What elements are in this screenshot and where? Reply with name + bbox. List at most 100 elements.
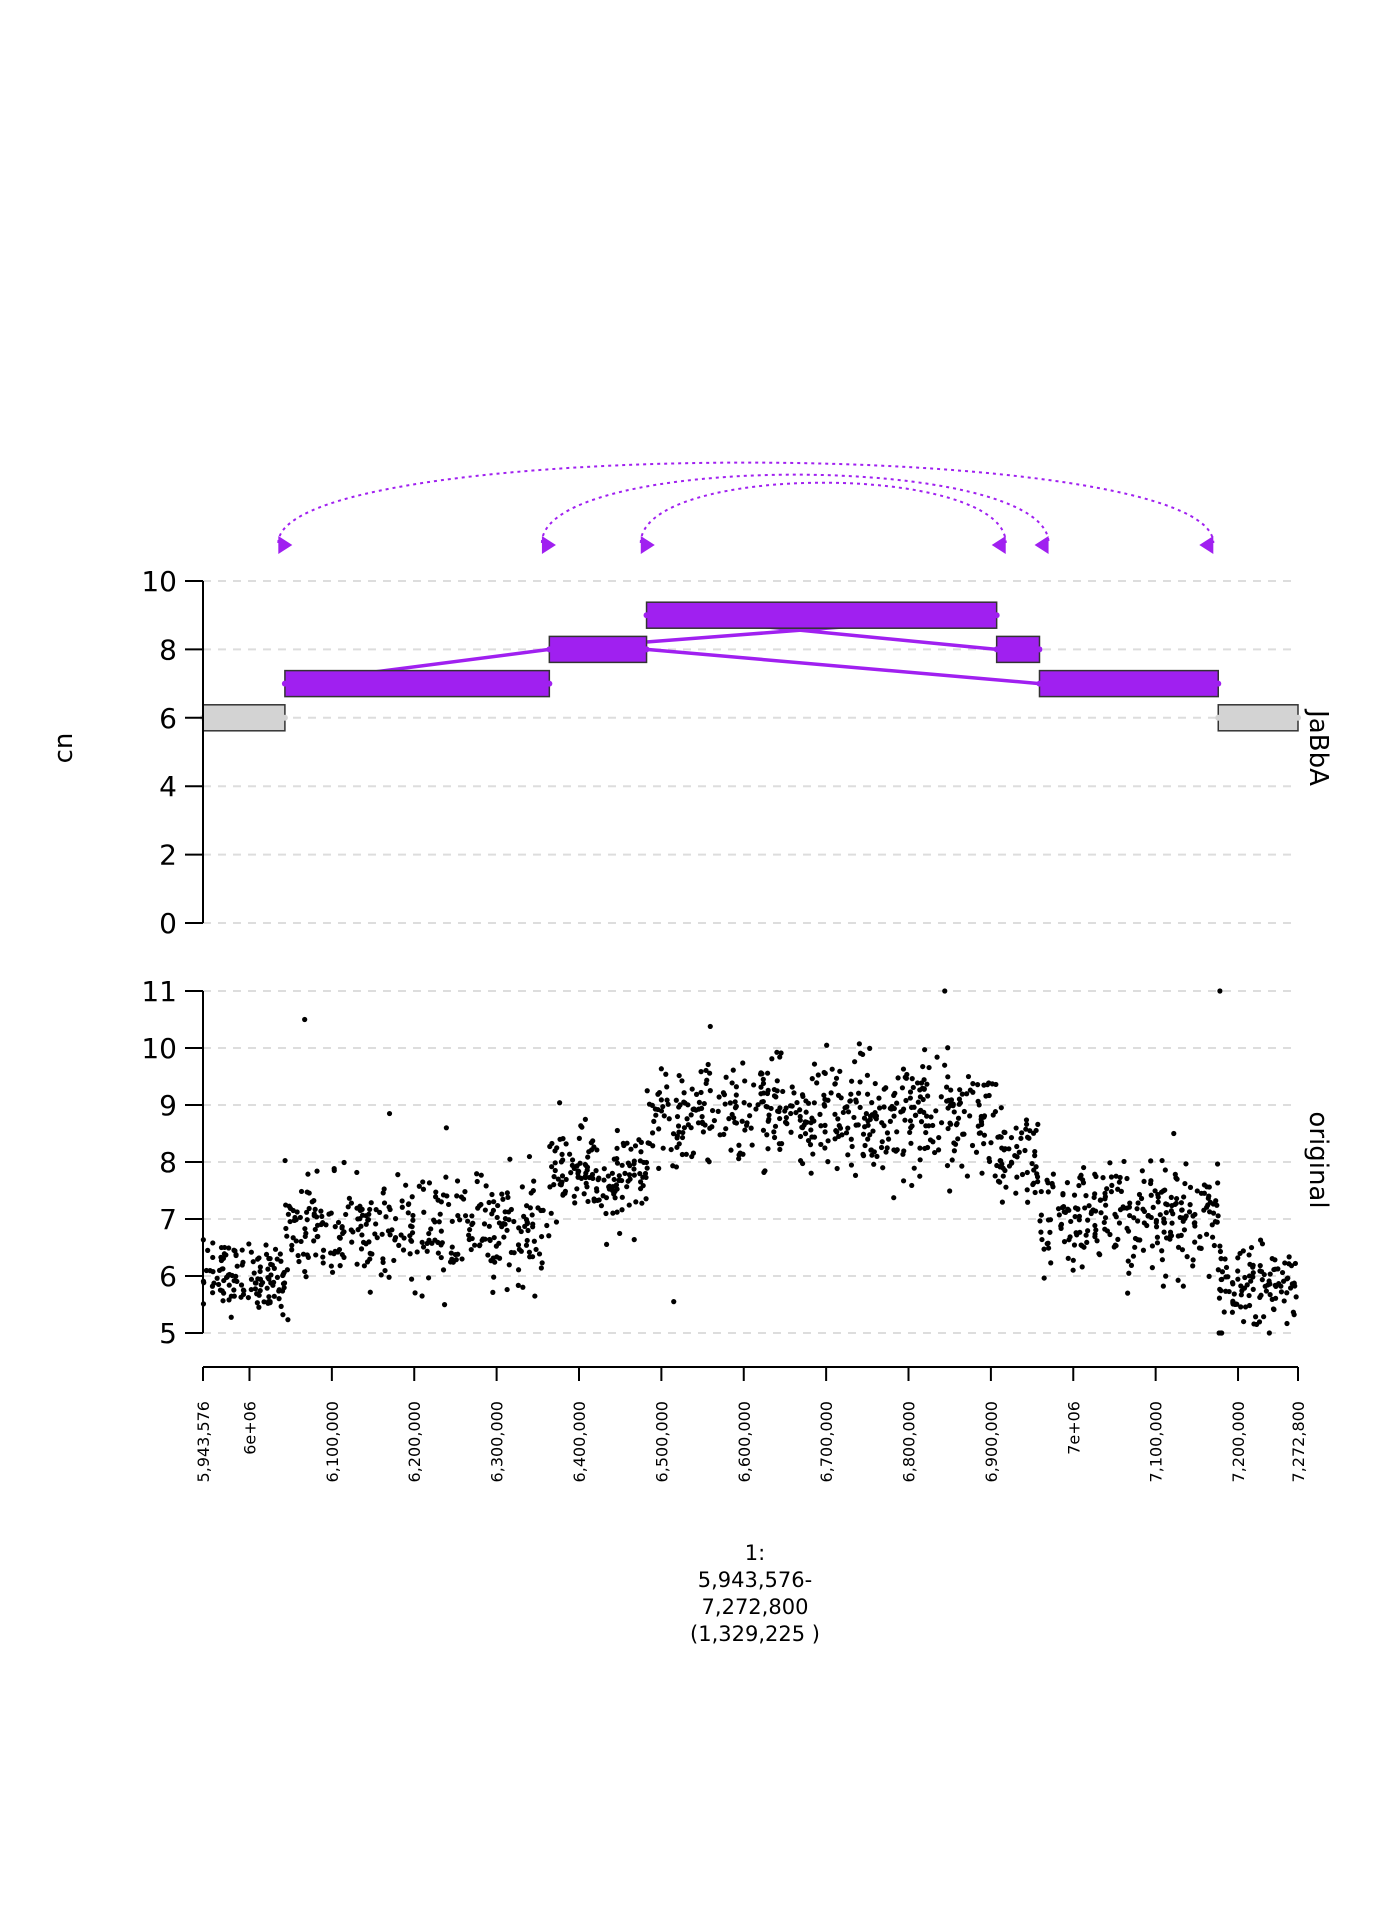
data-point (853, 1099, 859, 1105)
junction-arrowhead (278, 536, 293, 554)
data-point (1190, 1263, 1196, 1269)
data-point (1163, 1235, 1170, 1241)
data-point (723, 1126, 729, 1132)
data-point (1077, 1229, 1083, 1235)
data-point (1115, 1236, 1121, 1242)
data-point (345, 1204, 351, 1210)
data-point (1067, 1234, 1073, 1240)
jabba-y-tick-label: 0 (159, 907, 177, 940)
original-y-tick-label: 10 (141, 1032, 177, 1065)
data-point (526, 1249, 533, 1255)
data-point (1032, 1148, 1038, 1155)
data-point (942, 988, 948, 994)
data-point (751, 1082, 757, 1088)
data-point (381, 1200, 388, 1206)
data-point (276, 1288, 282, 1294)
data-point (639, 1200, 645, 1206)
data-point (341, 1254, 347, 1260)
data-point (538, 1207, 544, 1214)
data-point (282, 1157, 288, 1164)
data-point (733, 1103, 739, 1109)
data-point (1238, 1292, 1244, 1298)
data-point (1204, 1184, 1210, 1190)
data-point (1250, 1274, 1256, 1280)
data-point (1109, 1182, 1115, 1189)
data-point (1184, 1254, 1190, 1260)
data-point (1006, 1146, 1012, 1152)
data-point (474, 1171, 480, 1177)
data-point (869, 1152, 875, 1158)
data-point (460, 1196, 467, 1202)
cn-segment (284, 669, 551, 698)
data-point (406, 1201, 412, 1207)
data-point (435, 1250, 441, 1256)
data-point (286, 1203, 292, 1209)
data-point (1124, 1175, 1130, 1182)
data-point (1081, 1164, 1087, 1171)
data-point (766, 1116, 772, 1122)
data-point (924, 1081, 930, 1087)
segment-end-dot (993, 646, 1000, 653)
data-point (379, 1231, 385, 1237)
data-point (681, 1090, 687, 1096)
data-point (932, 1149, 938, 1156)
data-point (1206, 1209, 1213, 1215)
data-point (1250, 1286, 1256, 1292)
data-point (837, 1125, 844, 1131)
data-point (318, 1221, 324, 1228)
data-point (945, 1074, 951, 1080)
data-point (348, 1227, 354, 1233)
data-point (506, 1262, 512, 1268)
data-point (986, 1158, 993, 1165)
data-point (489, 1211, 495, 1217)
data-point (589, 1171, 596, 1178)
data-point (1179, 1207, 1185, 1213)
data-point (920, 1063, 926, 1070)
x-axis-label-line: 7,272,800 (702, 1595, 809, 1619)
data-point (879, 1120, 885, 1126)
data-point (440, 1192, 447, 1198)
data-point (1047, 1217, 1054, 1223)
data-point (730, 1067, 736, 1073)
data-point (776, 1141, 782, 1147)
data-point (432, 1194, 439, 1200)
data-point (1093, 1227, 1099, 1233)
data-point (302, 1268, 308, 1275)
data-point (764, 1104, 770, 1110)
data-point (852, 1172, 859, 1178)
data-point (895, 1075, 901, 1081)
data-point (1126, 1270, 1132, 1276)
data-point (1014, 1143, 1020, 1150)
data-point (900, 1178, 907, 1184)
data-point (810, 1151, 816, 1157)
data-point (557, 1100, 563, 1106)
data-point (523, 1203, 530, 1209)
x-tick-label: 6,300,000 (488, 1401, 507, 1482)
data-point (594, 1147, 600, 1153)
data-point (685, 1102, 691, 1108)
data-point (944, 1098, 950, 1104)
data-point (748, 1125, 754, 1131)
data-point (884, 1145, 890, 1151)
data-point (1206, 1273, 1212, 1279)
data-point (1187, 1184, 1194, 1190)
data-point (435, 1239, 441, 1245)
data-point (584, 1164, 591, 1170)
data-point (1169, 1220, 1175, 1226)
data-point (486, 1223, 492, 1229)
data-point (304, 1209, 310, 1215)
data-point (296, 1258, 302, 1265)
data-point (383, 1214, 389, 1220)
data-point (1175, 1244, 1182, 1250)
data-point (522, 1223, 528, 1229)
data-point (1157, 1212, 1163, 1218)
data-point (1212, 1219, 1218, 1225)
data-point (703, 1080, 709, 1087)
data-point (907, 1129, 913, 1136)
data-point (239, 1247, 245, 1253)
data-point (489, 1191, 495, 1198)
data-point (832, 1111, 838, 1117)
data-point (1201, 1207, 1207, 1213)
data-point (688, 1112, 694, 1118)
data-point (1035, 1179, 1041, 1185)
